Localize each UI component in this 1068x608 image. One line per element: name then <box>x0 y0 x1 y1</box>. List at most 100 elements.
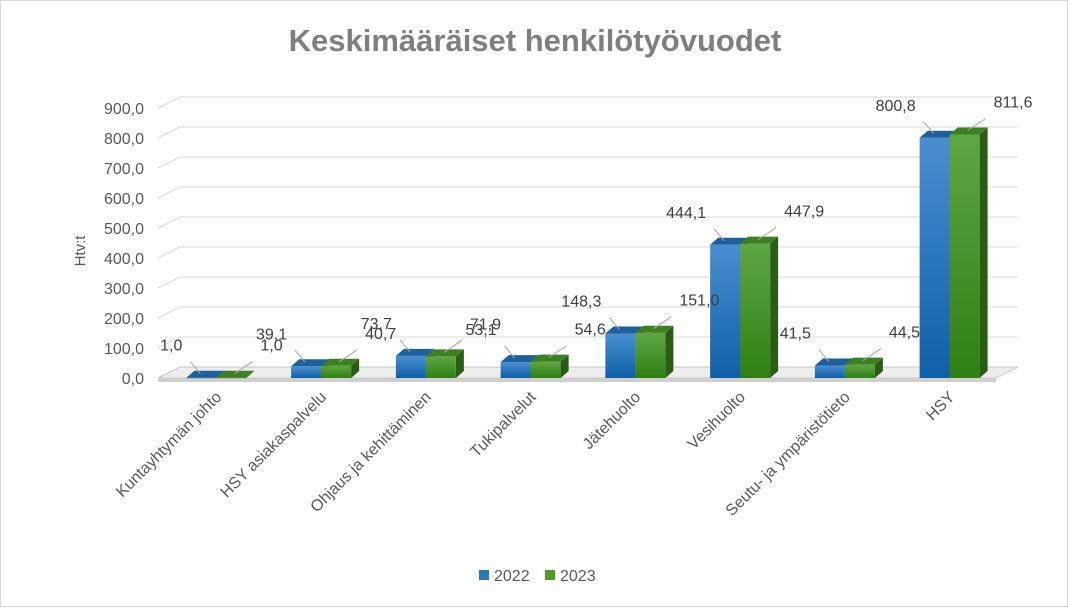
bar-2023-1 <box>321 358 360 378</box>
bar-side <box>351 358 360 378</box>
legend: 2022 2023 <box>479 568 596 585</box>
data-label-leader <box>757 227 777 241</box>
data-label-2023-7: 811,6 <box>994 95 1033 112</box>
y-axis-ticks: 0,0 100,0 200,0 300,0 400,0 500,0 600,0 700,0 80… <box>104 101 144 388</box>
y-tick-label: 700,0 <box>104 161 144 178</box>
data-label-2022-3: 53,1 <box>465 322 496 339</box>
y-axis-label: Htv:t <box>72 235 89 267</box>
data-label-2023-5: 447,9 <box>784 204 824 221</box>
bar-top <box>605 326 644 334</box>
bar-front <box>740 243 771 378</box>
bar-2023-0 <box>216 370 255 379</box>
bar-side <box>770 236 779 378</box>
data-label-leader <box>713 228 725 242</box>
x-category-label: Jätehuolto <box>580 389 644 453</box>
bar-front <box>395 355 426 378</box>
bar-side <box>979 127 988 379</box>
data-label-leader <box>818 349 830 362</box>
bar-front <box>710 244 741 378</box>
data-label-leader <box>608 317 620 330</box>
y-tick-label: 600,0 <box>104 191 144 208</box>
gridline <box>157 216 1018 229</box>
data-label-leader <box>189 361 201 375</box>
y-tick-label: 100,0 <box>104 341 144 358</box>
bar-top <box>425 349 464 357</box>
bar-top <box>919 130 958 138</box>
bar-2023-6 <box>844 357 883 378</box>
bar-front <box>321 365 352 378</box>
bar-top <box>216 370 255 378</box>
y-tick-label: 800,0 <box>104 131 144 148</box>
chart-title: Keskimääräiset henkilötyövuodet <box>289 23 782 58</box>
data-label-leader <box>399 339 411 353</box>
bar-top <box>500 355 539 363</box>
y-tick-label: 200,0 <box>104 311 144 328</box>
x-category-label: HSY asiakaspalvelu <box>218 389 330 501</box>
gridline <box>157 156 1018 169</box>
bar-2023-5 <box>740 236 779 378</box>
data-label-2022-1: 39,1 <box>256 326 287 343</box>
floor-plane <box>157 366 1019 379</box>
gridline <box>157 246 1018 259</box>
x-category-label: Ohjaus ja kehittäminen <box>308 389 435 516</box>
data-label-2022-6: 41,5 <box>780 326 811 343</box>
bar-top <box>321 358 360 366</box>
bar-top <box>814 358 853 366</box>
data-label-2023-2: 71,9 <box>470 316 501 333</box>
gridline <box>157 186 1018 199</box>
legend-label-2023: 2023 <box>560 568 596 585</box>
bar-2023-2 <box>425 349 464 378</box>
bar-front <box>291 366 322 378</box>
bar-top <box>740 236 779 244</box>
x-category-label: HSY <box>923 389 959 425</box>
data-label-2022-4: 148,3 <box>561 294 601 311</box>
data-label-leader <box>234 361 253 375</box>
bar-side <box>560 354 569 378</box>
y-tick-label: 900,0 <box>104 101 144 118</box>
bar-front <box>186 377 217 379</box>
bar-front <box>605 333 636 378</box>
bar-front <box>635 332 666 378</box>
data-label-2022-2: 73,7 <box>361 316 392 333</box>
data-label-2023-6: 44,5 <box>889 325 920 342</box>
bar-side <box>246 370 255 378</box>
bar-2023-4 <box>635 325 674 378</box>
bar-front <box>814 365 845 378</box>
data-label-leader <box>653 316 672 330</box>
bar-top <box>949 127 988 135</box>
bar-side <box>455 349 464 378</box>
data-label-leader <box>548 345 567 359</box>
gridline <box>157 96 1018 109</box>
x-category-label: Kuntayhtymän johto <box>113 389 225 501</box>
bar-side <box>874 357 883 378</box>
gridline <box>157 126 1018 139</box>
data-label-leader <box>443 340 463 353</box>
legend-swatch-2022 <box>479 570 489 580</box>
data-label-leader <box>504 345 516 359</box>
bar-top <box>291 359 330 367</box>
y-tick-label: 500,0 <box>104 221 144 238</box>
bar-front <box>216 377 247 379</box>
y-tick-label: 400,0 <box>104 251 144 268</box>
bars <box>186 127 988 379</box>
gridlines <box>157 96 1018 349</box>
gridline <box>157 276 1018 289</box>
bar-front <box>530 361 561 378</box>
x-category-label: Vesihuolto <box>685 389 749 453</box>
bar-top <box>530 354 569 362</box>
data-label-leader <box>923 121 935 135</box>
bar-side <box>665 325 674 378</box>
x-category-label: Seutu- ja ympäristötieto <box>723 389 854 520</box>
data-label-leader <box>862 348 882 362</box>
chart-floor <box>157 366 1019 382</box>
bar-front <box>949 134 980 378</box>
data-label-2023-3: 54,6 <box>575 322 606 339</box>
data-label-2023-1: 40,7 <box>365 326 396 343</box>
bar-front <box>919 137 950 378</box>
data-label-2023-4: 151,0 <box>679 293 719 310</box>
x-category-label: Tukipalvelut <box>467 388 539 460</box>
